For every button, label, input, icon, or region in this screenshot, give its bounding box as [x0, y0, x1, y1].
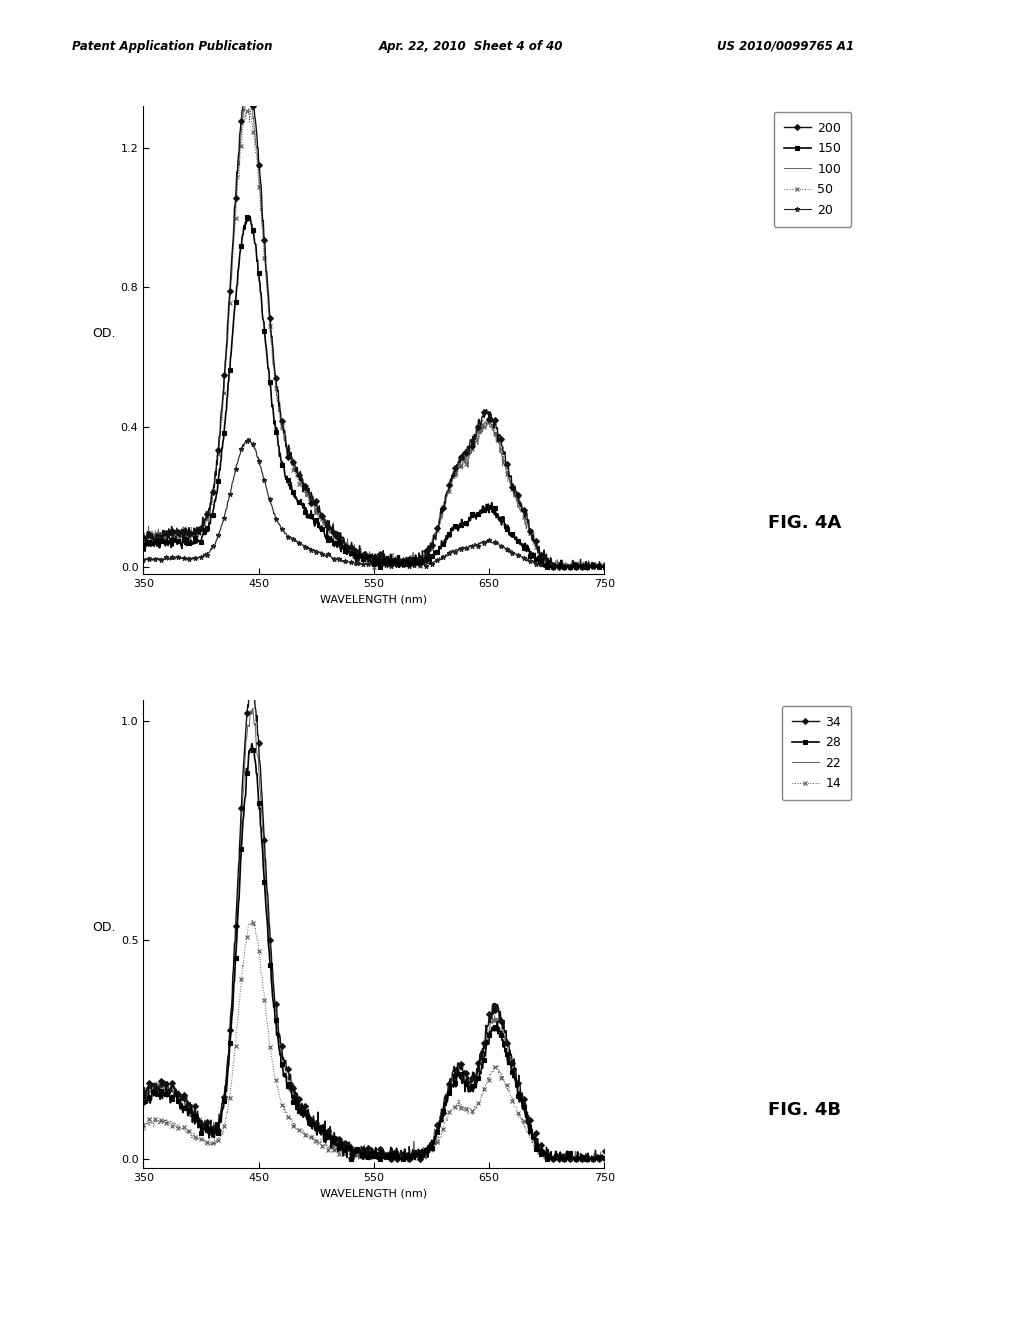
Text: Patent Application Publication: Patent Application Publication [72, 40, 272, 53]
Legend: 34, 28, 22, 14: 34, 28, 22, 14 [781, 706, 851, 800]
Text: US 2010/0099765 A1: US 2010/0099765 A1 [717, 40, 854, 53]
Text: FIG. 4A: FIG. 4A [768, 513, 842, 532]
Text: Apr. 22, 2010  Sheet 4 of 40: Apr. 22, 2010 Sheet 4 of 40 [379, 40, 563, 53]
Text: FIG. 4B: FIG. 4B [768, 1101, 841, 1119]
X-axis label: WAVELENGTH (nm): WAVELENGTH (nm) [321, 594, 427, 605]
Y-axis label: OD.: OD. [92, 921, 116, 935]
Y-axis label: OD.: OD. [92, 327, 116, 341]
Legend: 200, 150, 100, 50, 20: 200, 150, 100, 50, 20 [774, 112, 851, 227]
X-axis label: WAVELENGTH (nm): WAVELENGTH (nm) [321, 1188, 427, 1199]
